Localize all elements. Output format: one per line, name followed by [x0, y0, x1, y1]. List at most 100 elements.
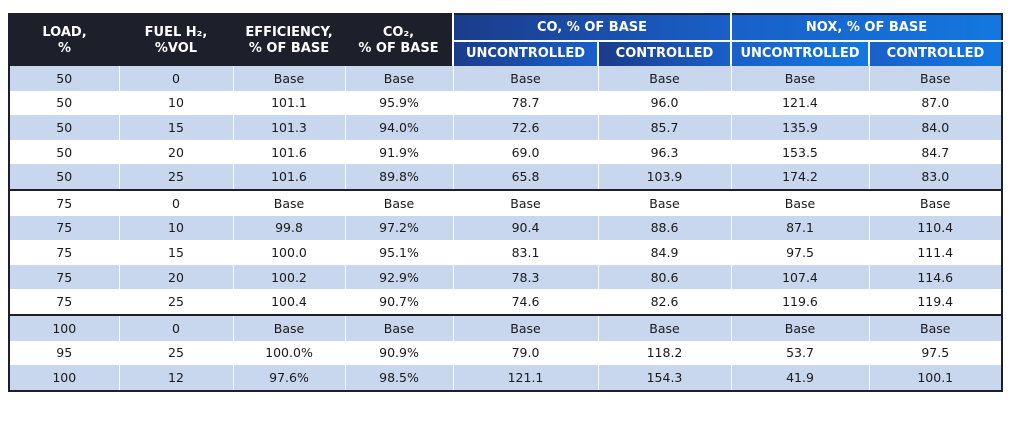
cell-nox-uncontrolled: 119.6: [730, 289, 869, 315]
cell-efficiency: 101.1: [232, 90, 345, 116]
cell-load: 75: [9, 289, 119, 315]
cell-co-controlled: 96.3: [597, 139, 731, 165]
table-body: 50 0 Base Base Base Base Base Base 50 10 101.1 95.9…: [9, 66, 1002, 391]
cell-co-controlled: 118.2: [597, 340, 731, 366]
cell-fuel-h2: 0: [118, 66, 233, 91]
cell-nox-uncontrolled: Base: [730, 313, 869, 341]
cell-nox-controlled: 84.0: [868, 115, 1002, 140]
cell-co2: 95.1%: [344, 240, 453, 265]
cell-nox-uncontrolled: 121.4: [730, 90, 869, 116]
header-nox-group: NOX, % OF BASE: [730, 14, 1002, 41]
cell-fuel-h2: 10: [118, 215, 233, 241]
cell-efficiency: 100.4: [232, 289, 345, 315]
table-row: 75 0 Base Base Base Base Base Base: [9, 188, 1002, 216]
header-load-line1: LOAD,: [42, 24, 87, 40]
cell-nox-uncontrolled: 174.2: [730, 164, 869, 190]
cell-co-controlled: 88.6: [597, 215, 731, 241]
cell-co-uncontrolled: 69.0: [452, 139, 598, 165]
cell-nox-uncontrolled: Base: [730, 66, 869, 91]
header-efficiency-line1: EFFICIENCY,: [245, 24, 333, 40]
cell-nox-uncontrolled: 135.9: [730, 115, 869, 140]
cell-fuel-h2: 10: [118, 90, 233, 116]
cell-nox-uncontrolled: 153.5: [730, 139, 869, 165]
cell-load: 50: [9, 164, 119, 190]
table-row: 100 0 Base Base Base Base Base Base: [9, 313, 1002, 341]
header-load-line2: %: [57, 40, 72, 56]
cell-fuel-h2: 25: [118, 164, 233, 190]
cell-load: 100: [9, 313, 119, 341]
cell-efficiency: 100.0%: [232, 340, 345, 366]
header-fuel-line1: FUEL H₂,: [144, 24, 208, 40]
cell-co-controlled: Base: [597, 313, 731, 341]
cell-nox-uncontrolled: 97.5: [730, 240, 869, 265]
cell-nox-uncontrolled: 53.7: [730, 340, 869, 366]
cell-co-controlled: 103.9: [597, 164, 731, 190]
cell-nox-controlled: 119.4: [868, 289, 1002, 315]
table-row: 100 12 97.6% 98.5% 121.1 154.3 41.9 100.1: [9, 365, 1002, 391]
cell-nox-uncontrolled: Base: [730, 188, 869, 216]
data-table-container: LOAD, % FUEL H₂, %VOL EFFICIENCY, % OF B…: [8, 13, 1003, 425]
cell-nox-controlled: 97.5: [868, 340, 1002, 366]
cell-load: 50: [9, 139, 119, 165]
cell-load: 50: [9, 115, 119, 140]
cell-co-uncontrolled: Base: [452, 313, 598, 341]
cell-fuel-h2: 25: [118, 340, 233, 366]
cell-efficiency: 99.8: [232, 215, 345, 241]
cell-nox-controlled: 110.4: [868, 215, 1002, 241]
cell-co2: 90.9%: [344, 340, 453, 366]
cell-nox-controlled: Base: [868, 313, 1002, 341]
cell-co-controlled: Base: [597, 188, 731, 216]
cell-co-controlled: 80.6: [597, 264, 731, 290]
cell-efficiency: Base: [232, 313, 345, 341]
cell-fuel-h2: 20: [118, 139, 233, 165]
table-row: 75 20 100.2 92.9% 78.3 80.6 107.4 114.6: [9, 264, 1002, 290]
table-row: 50 20 101.6 91.9% 69.0 96.3 153.5 84.7: [9, 139, 1002, 165]
cell-co-controlled: 85.7: [597, 115, 731, 140]
cell-load: 75: [9, 188, 119, 216]
cell-co-controlled: 96.0: [597, 90, 731, 116]
cell-co-uncontrolled: Base: [452, 66, 598, 91]
cell-load: 75: [9, 264, 119, 290]
cell-efficiency: 101.6: [232, 139, 345, 165]
cell-efficiency: 101.3: [232, 115, 345, 140]
header-nox-uncontrolled: UNCONTROLLED: [730, 40, 869, 66]
header-co2: CO₂, % OF BASE: [345, 14, 453, 66]
emissions-table: LOAD, % FUEL H₂, %VOL EFFICIENCY, % OF B…: [8, 13, 1003, 392]
cell-fuel-h2: 0: [118, 188, 233, 216]
cell-load: 75: [9, 215, 119, 241]
table-row: 75 15 100.0 95.1% 83.1 84.9 97.5 111.4: [9, 240, 1002, 265]
cell-co2: 92.9%: [344, 264, 453, 290]
cell-nox-controlled: 83.0: [868, 164, 1002, 190]
table-row: 75 10 99.8 97.2% 90.4 88.6 87.1 110.4: [9, 215, 1002, 241]
cell-co-controlled: 82.6: [597, 289, 731, 315]
cell-co-uncontrolled: 72.6: [452, 115, 598, 140]
cell-co2: 90.7%: [344, 289, 453, 315]
table-row: 50 25 101.6 89.8% 65.8 103.9 174.2 83.0: [9, 164, 1002, 190]
cell-efficiency: 100.2: [232, 264, 345, 290]
cell-nox-uncontrolled: 41.9: [730, 365, 869, 391]
cell-load: 100: [9, 365, 119, 391]
header-co-uncontrolled: UNCONTROLLED: [452, 40, 598, 66]
table-row: 50 15 101.3 94.0% 72.6 85.7 135.9 84.0: [9, 115, 1002, 140]
table-row: 95 25 100.0% 90.9% 79.0 118.2 53.7 97.5: [9, 340, 1002, 366]
cell-efficiency: Base: [232, 188, 345, 216]
table-row: 50 0 Base Base Base Base Base Base: [9, 66, 1002, 91]
cell-efficiency: 101.6: [232, 164, 345, 190]
cell-fuel-h2: 25: [118, 289, 233, 315]
cell-efficiency: 97.6%: [232, 365, 345, 391]
cell-nox-controlled: 84.7: [868, 139, 1002, 165]
table-row: 50 10 101.1 95.9% 78.7 96.0 121.4 87.0: [9, 90, 1002, 116]
cell-nox-controlled: 100.1: [868, 365, 1002, 391]
header-co2-line1: CO₂,: [382, 24, 415, 40]
header-load: LOAD, %: [9, 14, 119, 66]
cell-co-uncontrolled: Base: [452, 188, 598, 216]
cell-co-uncontrolled: 83.1: [452, 240, 598, 265]
cell-co2: 97.2%: [344, 215, 453, 241]
cell-load: 95: [9, 340, 119, 366]
cell-nox-controlled: 111.4: [868, 240, 1002, 265]
cell-co2: 98.5%: [344, 365, 453, 391]
cell-nox-uncontrolled: 107.4: [730, 264, 869, 290]
cell-co-controlled: 154.3: [597, 365, 731, 391]
cell-nox-controlled: 114.6: [868, 264, 1002, 290]
cell-co2: 94.0%: [344, 115, 453, 140]
